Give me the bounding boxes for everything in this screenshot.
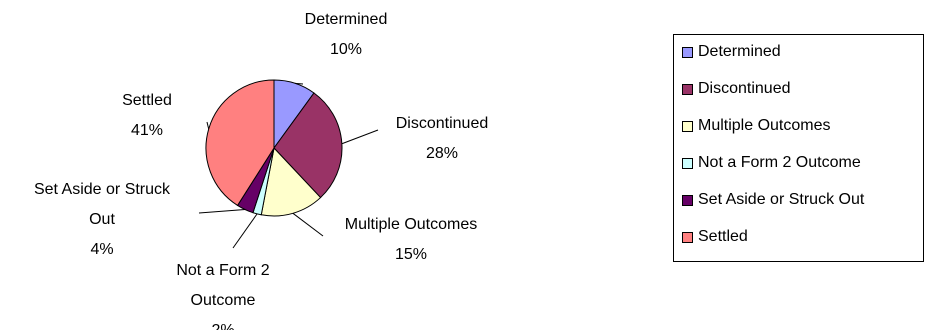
leader-line (341, 129, 379, 145)
leader-line (198, 209, 246, 214)
data-label: Not a Form 2Outcome2% (176, 262, 269, 330)
data-label: Multiple Outcomes 15% (345, 216, 478, 263)
pie-slice (273, 92, 343, 199)
leader-line (294, 82, 304, 85)
legend-label: Set Aside or Struck Out (698, 191, 865, 208)
legend-swatch (682, 194, 693, 206)
data-label: Discontinued 28% (396, 115, 489, 162)
legend-label: Not a Form 2 Outcome (698, 154, 861, 171)
legend-label: Settled (698, 228, 748, 245)
legend-item: Settled (682, 226, 748, 248)
legend-item: Not a Form 2 Outcome (682, 152, 861, 174)
legend-item: Determined (682, 41, 781, 63)
data-label: Determined 10% (305, 11, 388, 58)
leader-line (292, 212, 324, 237)
pie-slice (205, 79, 275, 207)
leader-line (206, 121, 210, 130)
legend-swatch (682, 120, 693, 132)
legend-item: Multiple Outcomes (682, 115, 831, 137)
legend-swatch (682, 231, 693, 243)
legend-item: Discontinued (682, 78, 791, 100)
chart-legend: Determined Discontinued Multiple Outcome… (673, 34, 924, 262)
legend-swatch (682, 83, 693, 95)
legend-swatch (682, 46, 693, 58)
leader-line (232, 213, 258, 249)
legend-label: Determined (698, 43, 781, 60)
data-label: Set Aside or Struck Out 4% (34, 181, 171, 258)
data-label: Settled 41% (122, 92, 172, 139)
legend-swatch (682, 157, 693, 169)
legend-label: Multiple Outcomes (698, 117, 831, 134)
legend-label: Discontinued (698, 80, 791, 97)
legend-item: Set Aside or Struck Out (682, 189, 864, 211)
